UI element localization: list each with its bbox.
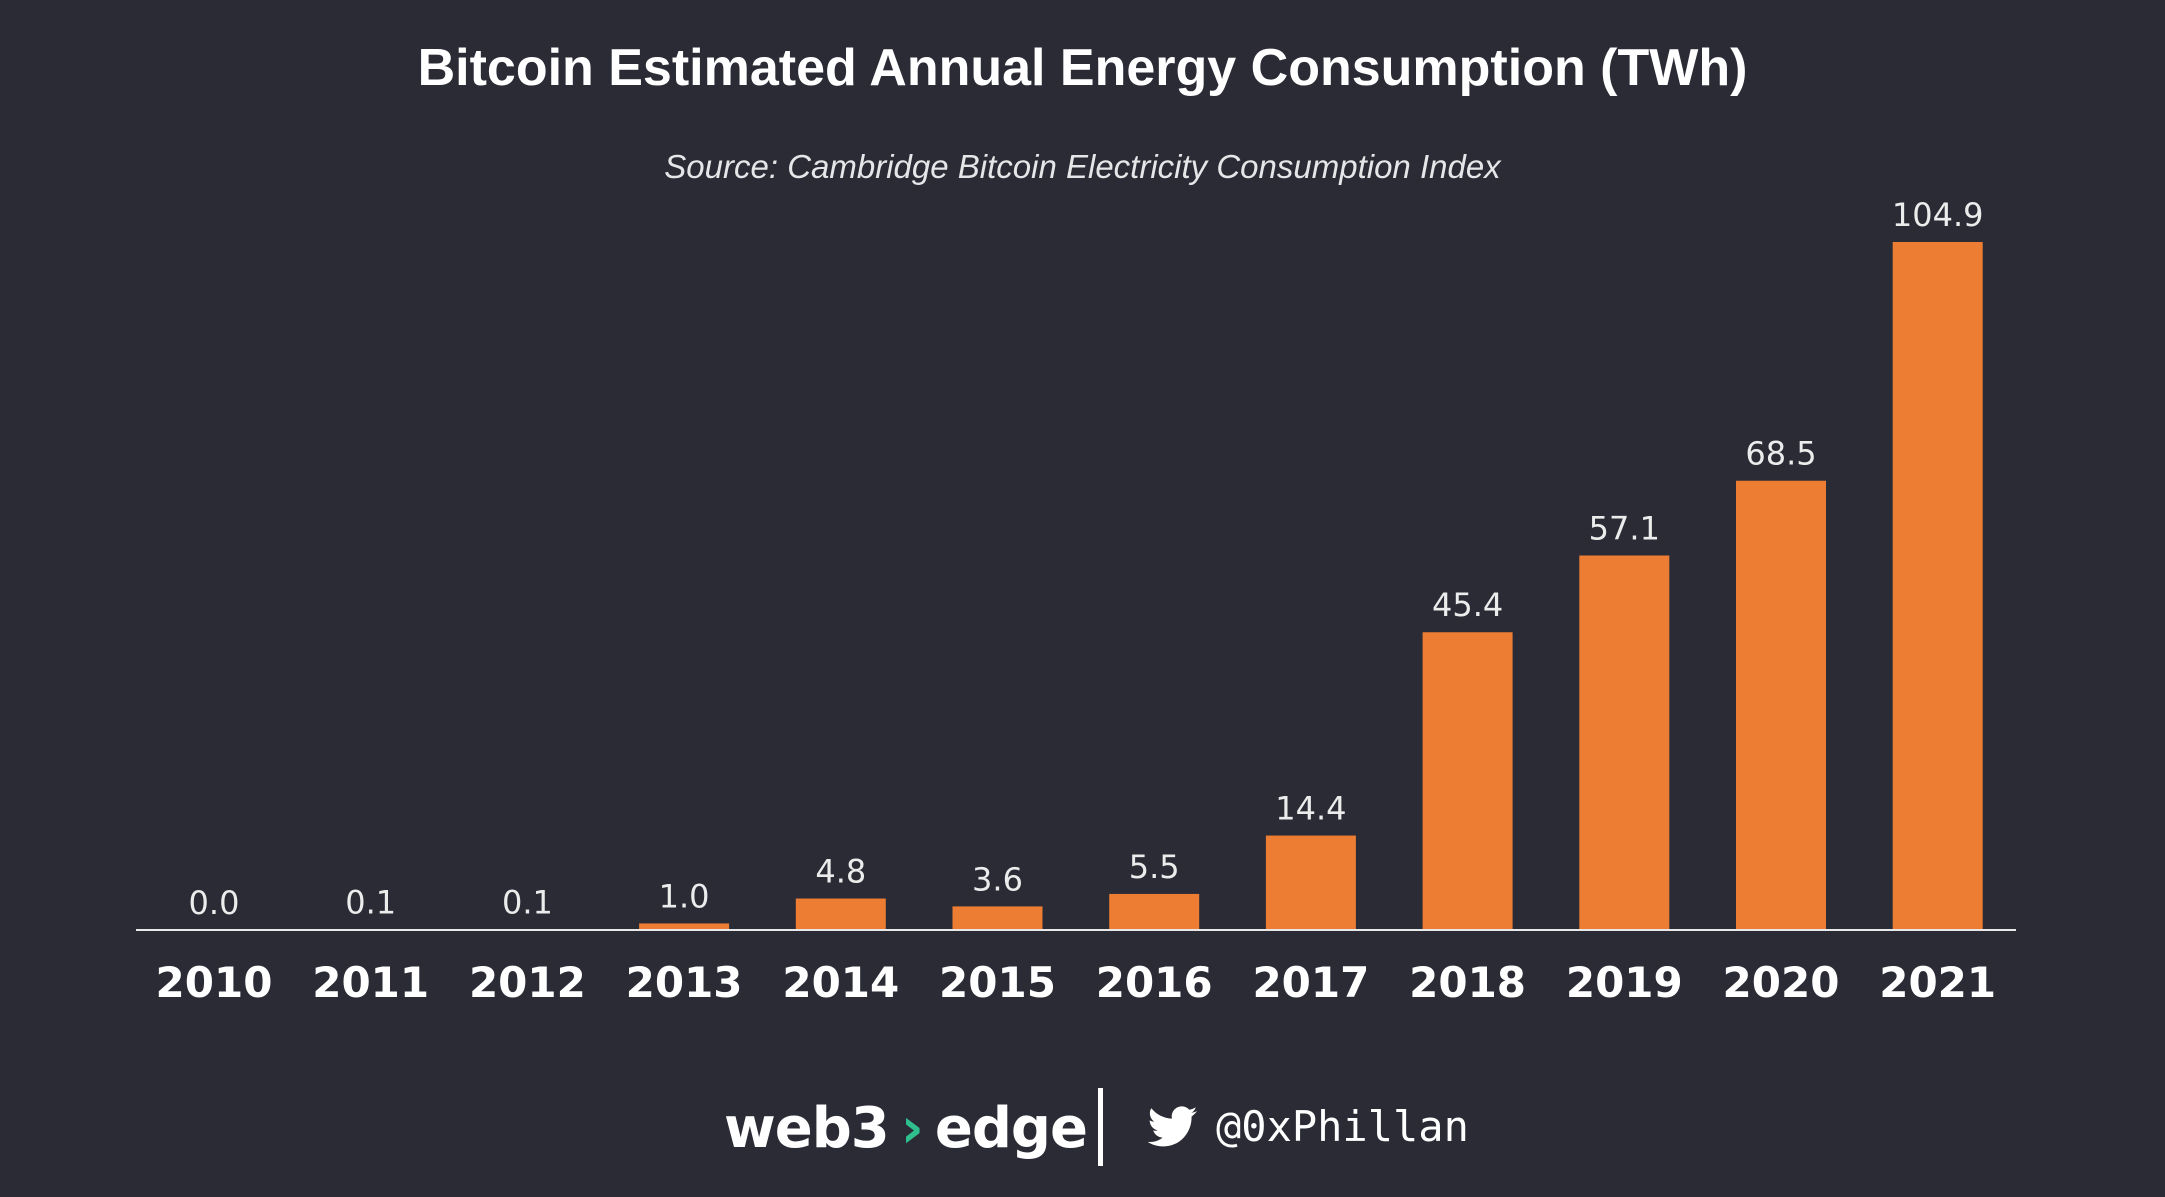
value-label-2020: 68.5 [1745, 435, 1816, 473]
brand-left: web3 [724, 1096, 890, 1161]
bar-2017 [1265, 835, 1356, 930]
brand-arrow-icon: › [900, 1096, 924, 1161]
x-tick-label-2018: 2018 [1409, 958, 1526, 1007]
twitter-bird-icon [1148, 1105, 1198, 1146]
x-tick-label-2019: 2019 [1566, 958, 1683, 1007]
brand-logo: web3 › edge [724, 1096, 1088, 1161]
value-label-2015: 3.6 [972, 860, 1023, 898]
x-tick-label-2013: 2013 [626, 958, 743, 1007]
x-tick-label-2011: 2011 [312, 958, 429, 1007]
bar-2020 [1736, 480, 1826, 930]
value-label-2010: 0.0 [189, 884, 240, 922]
twitter-handle[interactable]: @0xPhillan [1216, 1102, 1469, 1151]
footer-divider [1098, 1088, 1103, 1166]
bar-chart: 0.0 2010 0.1 2011 0.1 2012 1.0 2013 4.8 2014 3.6 20… [136, 196, 2016, 1007]
value-label-2011: 0.1 [345, 883, 396, 921]
value-label-2016: 5.5 [1129, 848, 1180, 886]
footer: web3 › edge @0xPhillan [0, 1080, 2165, 1180]
bar-2021 [1892, 242, 1983, 930]
value-label-2018: 45.4 [1432, 586, 1503, 624]
bar-2014 [795, 898, 886, 930]
value-label-2014: 4.8 [815, 853, 866, 891]
bar-2019 [1579, 555, 1670, 930]
bar-2016 [1109, 893, 1200, 930]
value-label-2013: 1.0 [659, 877, 710, 915]
chart-subtitle: Source: Cambridge Bitcoin Electricity Co… [664, 148, 1501, 185]
x-tick-label-2012: 2012 [469, 958, 586, 1007]
bar-2018 [1422, 632, 1513, 930]
x-tick-label-2010: 2010 [156, 958, 273, 1007]
value-label-2017: 14.4 [1275, 790, 1346, 828]
brand-right: edge [934, 1096, 1088, 1161]
x-tick-label-2021: 2021 [1879, 958, 1996, 1007]
value-label-2012: 0.1 [502, 883, 553, 921]
x-tick-label-2014: 2014 [782, 958, 899, 1007]
social-handle[interactable]: @0xPhillan [1148, 1102, 1469, 1151]
value-label-2021: 104.9 [1892, 196, 1984, 234]
x-tick-label-2017: 2017 [1252, 958, 1369, 1007]
x-tick-label-2015: 2015 [939, 958, 1056, 1007]
x-tick-label-2016: 2016 [1096, 958, 1213, 1007]
bar-2013 [639, 923, 730, 930]
bar-2015 [952, 906, 1043, 930]
x-tick-label-2020: 2020 [1723, 958, 1840, 1007]
chart-title: Bitcoin Estimated Annual Energy Consumpt… [417, 39, 1748, 97]
value-label-2019: 57.1 [1589, 510, 1660, 548]
